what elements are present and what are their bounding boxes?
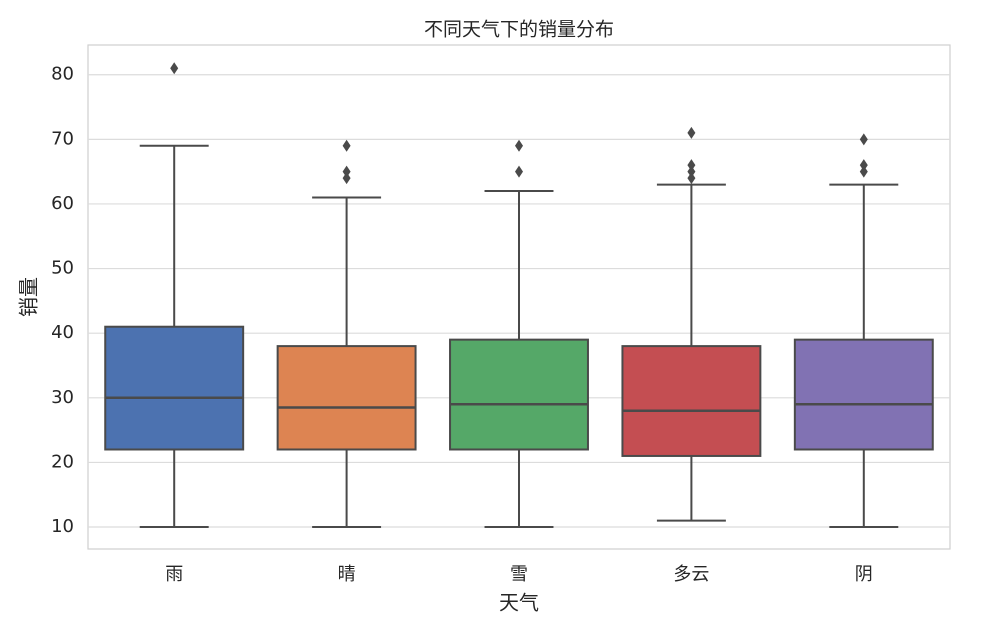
x-tick-label: 阴 [855,564,873,585]
box [449,338,589,451]
box [621,345,762,457]
outlier [342,139,351,152]
box [104,325,245,451]
x-tick-label: 雨 [165,564,183,585]
y-axis-label: 销量 [17,277,41,317]
outlier [170,62,179,75]
y-tick-label: 80 [51,64,74,85]
outlier [342,165,351,178]
y-tick-label: 60 [51,193,74,214]
y-tick-label: 70 [51,128,74,149]
chart-title: 不同天气下的销量分布 [424,19,614,41]
outlier [687,159,696,172]
box [276,345,417,451]
x-axis-label: 天气 [499,591,539,615]
outlier [859,133,868,146]
outlier [342,172,351,185]
outlier [859,159,868,172]
y-tick-label: 40 [51,322,74,343]
x-tick-label: 雪 [510,564,528,585]
box [793,338,934,451]
y-tick-label: 20 [51,451,74,472]
y-tick-label: 50 [51,258,74,279]
outlier [515,165,523,178]
outlier [515,139,523,152]
outlier [859,165,868,178]
x-tick-label: 晴 [338,564,356,585]
outlier [687,126,696,139]
y-tick-label: 10 [51,516,74,537]
outlier [687,172,696,185]
x-tick-label: 多云 [673,564,709,585]
y-tick-label: 30 [51,387,74,408]
outlier [687,165,696,178]
